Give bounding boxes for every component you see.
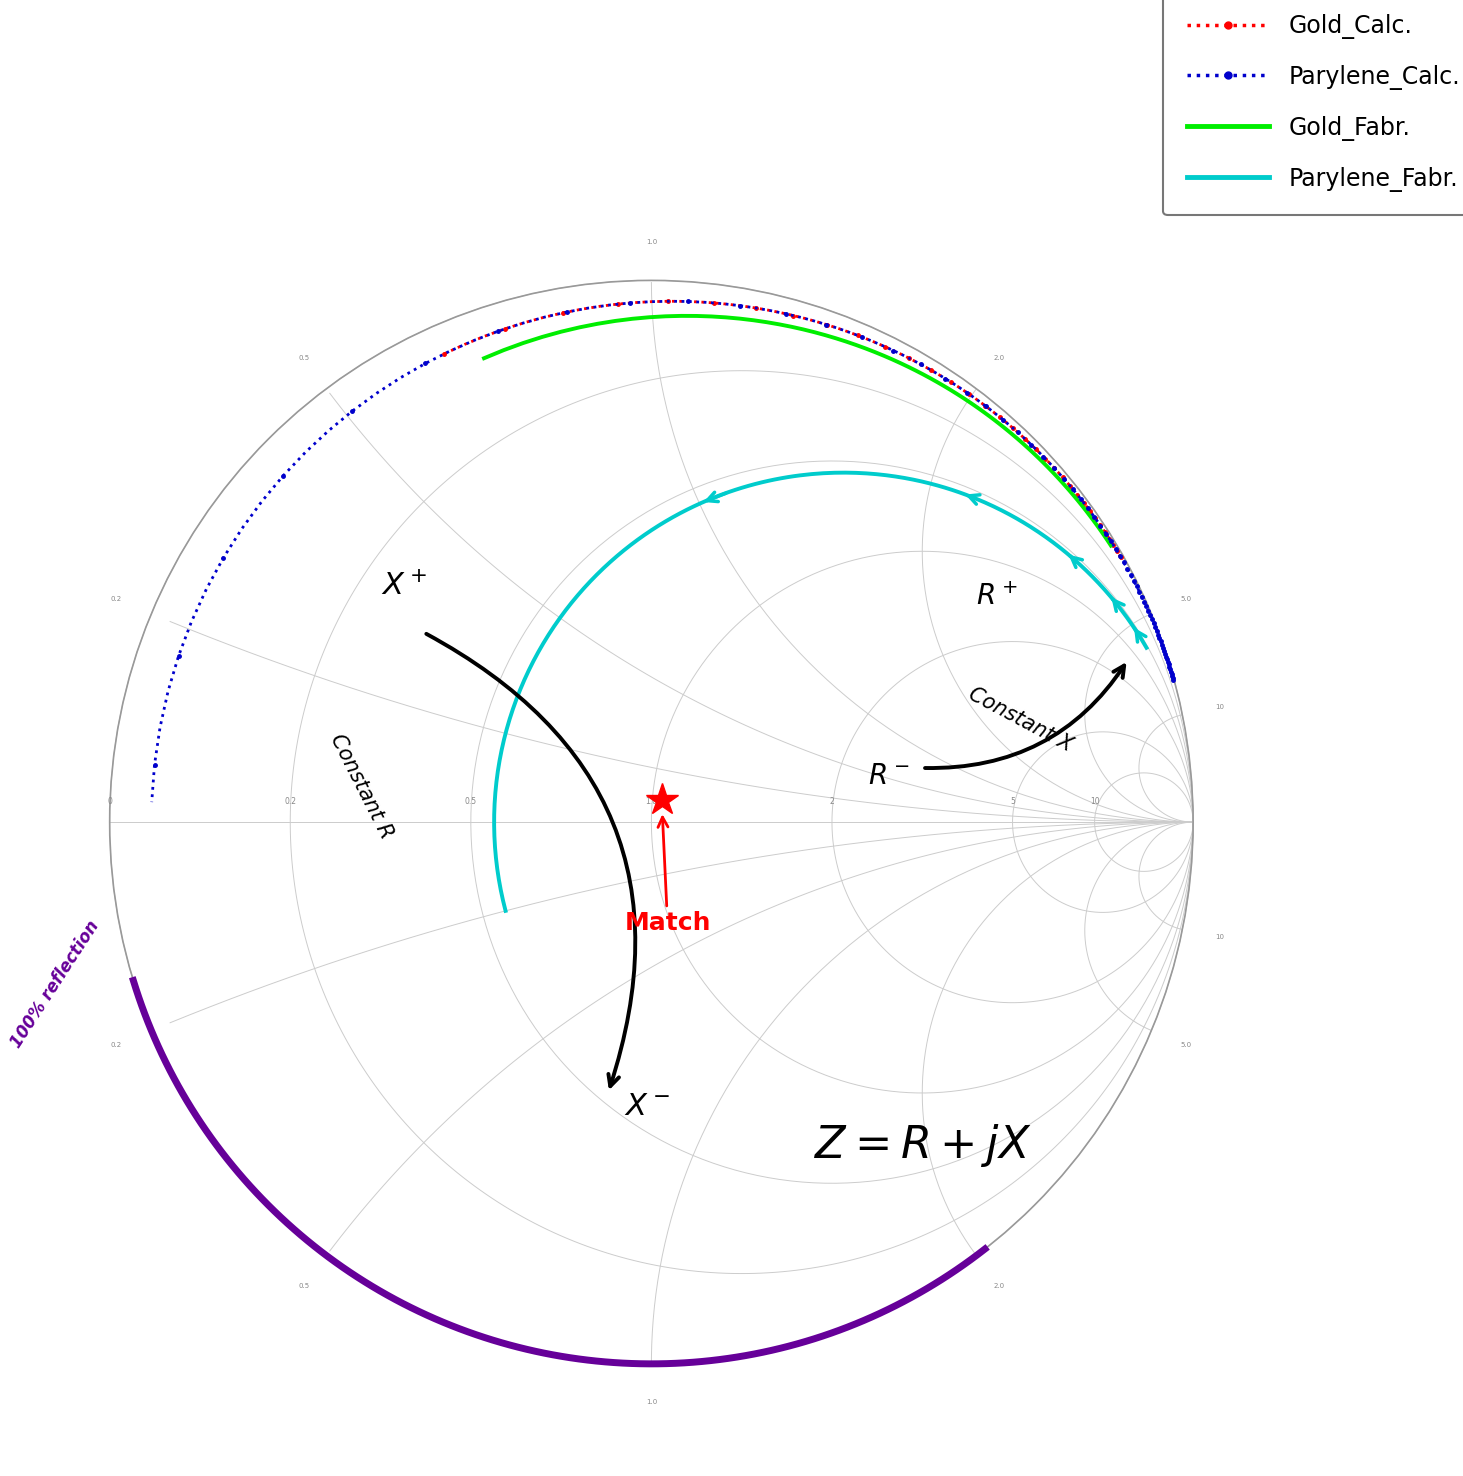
- Text: $X^-$: $X^-$: [625, 1092, 670, 1120]
- Circle shape: [110, 280, 1194, 1364]
- Text: $Z = R + jX$: $Z = R + jX$: [813, 1122, 1031, 1169]
- Text: 0.5: 0.5: [298, 356, 309, 362]
- Text: 0.2: 0.2: [111, 1042, 121, 1048]
- Text: 2.0: 2.0: [993, 356, 1005, 362]
- Text: $R^+$: $R^+$: [976, 583, 1018, 611]
- Text: Constant X: Constant X: [966, 685, 1077, 756]
- Text: 0.5: 0.5: [465, 797, 477, 806]
- Text: 100% reflection: 100% reflection: [7, 918, 104, 1051]
- Text: 0.2: 0.2: [284, 797, 296, 806]
- Text: 0: 0: [107, 797, 113, 806]
- Text: 0.2: 0.2: [111, 596, 121, 602]
- Text: $X^+$: $X^+$: [380, 571, 427, 601]
- Text: 10: 10: [1216, 704, 1225, 710]
- Text: 1.0: 1.0: [645, 1399, 657, 1405]
- Text: 2.0: 2.0: [993, 1283, 1005, 1289]
- Text: $R^-$: $R^-$: [868, 762, 910, 790]
- Text: 1.0: 1.0: [645, 797, 657, 806]
- Text: 2: 2: [830, 797, 834, 806]
- Text: Match: Match: [625, 818, 711, 936]
- Text: 5: 5: [1009, 797, 1015, 806]
- Text: 5.0: 5.0: [1181, 1042, 1192, 1048]
- Text: 10: 10: [1090, 797, 1099, 806]
- Text: 10: 10: [1216, 934, 1225, 940]
- Text: 5.0: 5.0: [1181, 596, 1192, 602]
- Text: Constant R: Constant R: [326, 731, 396, 843]
- Text: 1.0: 1.0: [645, 239, 657, 245]
- Text: 0.5: 0.5: [298, 1283, 309, 1289]
- Legend: Gold_Calc., Parylene_Calc., Gold_Fabr., Parylene_Fabr.: Gold_Calc., Parylene_Calc., Gold_Fabr., …: [1163, 0, 1463, 215]
